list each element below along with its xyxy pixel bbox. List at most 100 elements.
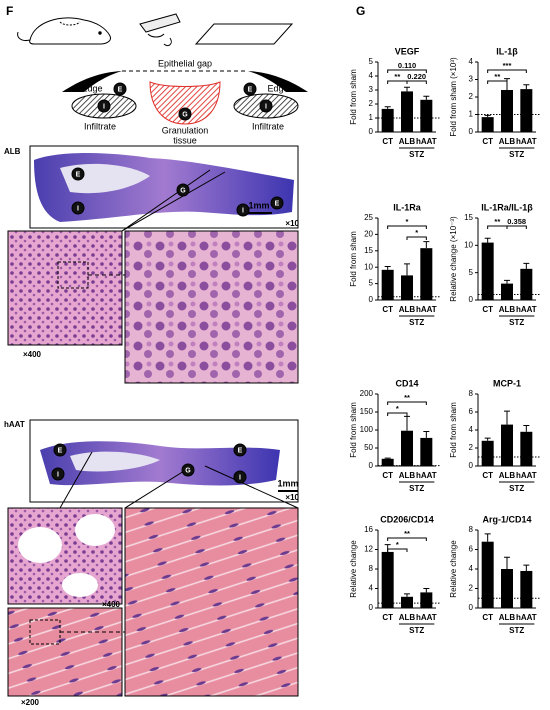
significance-bracket	[487, 69, 527, 73]
significance-bracket	[387, 548, 408, 552]
group-label: STZ	[509, 626, 524, 635]
error-bar	[504, 78, 510, 90]
y-tick-label: 15	[364, 246, 373, 255]
x-tick-label: hAAT	[416, 305, 437, 314]
tissue-marker	[97, 99, 111, 113]
tissue-marker-label: G	[185, 467, 191, 474]
micrograph-alb	[7, 145, 299, 384]
significance-bracket	[387, 401, 427, 405]
chart-title: IL-1β	[496, 46, 518, 56]
tissue-marker-label: I	[265, 103, 267, 110]
x-tick-label: hAAT	[516, 137, 537, 146]
y-tick-label: 2	[469, 92, 474, 101]
significance-bracket	[387, 537, 427, 541]
y-axis-label: Fold from sham	[349, 231, 358, 287]
bar	[481, 242, 494, 300]
significance-label: **	[394, 72, 400, 81]
y-tick-label: 150	[360, 407, 374, 416]
error-bar	[504, 279, 510, 284]
error-bar	[523, 262, 530, 269]
error-bar	[404, 415, 410, 431]
significance-bracket	[387, 80, 408, 84]
mouse-drawing	[17, 17, 111, 45]
axis	[377, 394, 436, 467]
tissue-marker	[176, 183, 190, 197]
tissue-marker	[71, 201, 85, 215]
significance-bracket	[506, 225, 527, 229]
y-tick-label: 0	[469, 127, 474, 136]
tissue-marker	[259, 99, 273, 113]
biopsy-drawing	[139, 13, 294, 47]
x-tick-label: CT	[482, 305, 493, 314]
bar	[401, 91, 413, 132]
x-tick-label: hAAT	[416, 137, 437, 146]
y-tick-label: 200	[360, 389, 374, 398]
tissue-marker-label: G	[182, 111, 188, 118]
y-tick-label: 6	[469, 545, 474, 554]
x-tick-label: hAAT	[416, 471, 437, 480]
y-tick-label: 0	[369, 127, 374, 136]
y-tick-label: 0	[469, 295, 474, 304]
y-tick-label: 8	[469, 525, 474, 534]
error-bar	[484, 533, 491, 542]
tissue-marker-label: I	[242, 207, 244, 214]
chart-title: VEGF	[395, 46, 420, 56]
error-bar	[484, 114, 491, 118]
significance-label: **	[494, 72, 500, 81]
bar	[520, 431, 533, 466]
x-tick-label: ALB	[499, 613, 516, 622]
axis	[477, 218, 536, 301]
x-tick-label: CT	[382, 613, 393, 622]
y-tick-label: 0	[369, 461, 374, 470]
tissue-marker-label: E	[275, 200, 280, 207]
bar	[420, 437, 433, 466]
y-tick-label: 4	[369, 584, 374, 593]
bar	[481, 541, 494, 608]
error-bar	[504, 410, 510, 425]
bar	[501, 283, 513, 300]
x-tick-label: ALB	[399, 471, 416, 480]
x-tick-label: CT	[482, 137, 493, 146]
tissue-marker	[113, 82, 127, 96]
error-bar	[384, 266, 391, 270]
tissue-marker-label: E	[238, 447, 243, 454]
group-label: STZ	[509, 484, 524, 493]
y-tick-label: 3	[369, 85, 374, 94]
tissue-marker	[71, 167, 85, 181]
panel-label: F	[6, 4, 13, 18]
error-bar	[484, 237, 491, 243]
y-tick-label: 6	[469, 407, 474, 416]
y-tick-label: 1	[469, 110, 474, 119]
bar	[501, 90, 513, 132]
schematic-label: Edge	[267, 83, 288, 93]
bar	[420, 592, 433, 608]
tissue-marker	[51, 467, 65, 481]
y-tick-label: 3	[469, 75, 474, 84]
y-tick-label: 0	[369, 603, 374, 612]
tissue-marker-label: I	[239, 474, 241, 481]
bar	[501, 424, 513, 466]
tissue-marker-label: E	[118, 86, 123, 93]
tissue-marker-label: I	[57, 471, 59, 478]
y-axis-label: Fold from sham	[449, 402, 458, 458]
tissue-marker-label: I	[77, 205, 79, 212]
scale-bar-label: 1mm	[277, 478, 298, 488]
x-tick-label: hAAT	[416, 613, 437, 622]
error-bar	[423, 241, 430, 249]
significance-label: **	[404, 393, 410, 402]
y-tick-label: 4	[469, 425, 474, 434]
tissue-marker	[181, 463, 195, 477]
significance-label: *	[415, 228, 418, 237]
x-tick-label: ALB	[499, 305, 516, 314]
y-tick-label: 0	[369, 295, 374, 304]
schematic-label: Epithelial gap	[158, 58, 212, 68]
bar	[401, 275, 413, 300]
y-tick-label: 8	[369, 564, 374, 573]
bar	[401, 596, 413, 608]
y-tick-label: 10	[464, 240, 473, 249]
y-tick-label: 8	[469, 389, 474, 398]
x-tick-label: ALB	[399, 305, 416, 314]
group-label: ALB	[4, 147, 21, 156]
y-tick-label: 50	[364, 443, 373, 452]
error-bar	[384, 457, 391, 459]
